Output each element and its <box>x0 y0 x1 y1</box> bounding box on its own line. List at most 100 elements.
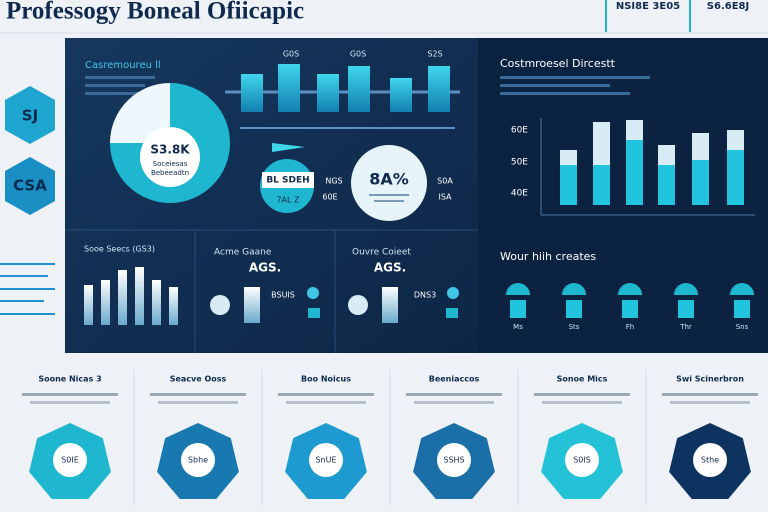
bar-segment <box>692 133 709 160</box>
side-lines <box>0 263 55 315</box>
text-lines <box>85 76 155 95</box>
text-line <box>406 393 502 396</box>
card-title: Sonoe Mics <box>557 375 608 384</box>
badge <box>5 86 55 144</box>
text-line <box>662 393 758 396</box>
pie-center <box>140 127 200 187</box>
icon <box>674 283 698 295</box>
bar-segment <box>560 150 577 165</box>
icon <box>730 283 754 295</box>
bar-segment <box>593 122 610 165</box>
bar <box>278 64 300 112</box>
bar-label: S2S <box>427 50 442 59</box>
text-line <box>670 401 750 404</box>
section-title: Wour hiih creates <box>500 250 596 263</box>
card-title: Soone Nicas 3 <box>38 375 101 384</box>
card-title: Boo Noicus <box>301 375 351 384</box>
bar <box>84 285 93 325</box>
text-line <box>542 401 622 404</box>
bar-segment <box>626 120 643 140</box>
text-line <box>158 401 238 404</box>
card-label: S0IE <box>61 456 79 465</box>
bar-segment <box>658 145 675 165</box>
chart-title: Costmroesel Dircestt <box>500 57 616 70</box>
pie-slice <box>110 83 170 143</box>
card-center <box>53 443 87 477</box>
icon <box>506 283 530 295</box>
cards: Soone Nicas 3 S0IE Seacve Ooss Sbhe Boo Noic… <box>22 370 758 505</box>
icon-label: Sts <box>569 323 580 331</box>
text-line <box>22 393 118 396</box>
icon-label: Fh <box>626 323 634 331</box>
bar-segment <box>727 150 744 205</box>
bar-label: G0S <box>350 50 366 59</box>
callout-bubble <box>351 145 427 221</box>
pie-text: Soceiesas <box>153 160 188 168</box>
text-line <box>286 401 366 404</box>
axis-label: 60E <box>511 126 528 136</box>
overview-title: Casremoureu ll <box>85 60 161 71</box>
panel-title: Sooe Seecs (GS3) <box>84 245 155 254</box>
tag <box>262 172 314 188</box>
bar <box>169 287 178 325</box>
card-center <box>181 443 215 477</box>
bar <box>390 78 412 112</box>
callout-text: ISA <box>438 193 452 202</box>
bubble-label: 7AL Z <box>276 196 300 205</box>
card-center <box>437 443 471 477</box>
card-label: Sthe <box>701 456 719 465</box>
panel-label: BSUIS <box>271 291 295 300</box>
text-line <box>30 401 110 404</box>
bar <box>317 74 339 112</box>
bar <box>135 267 144 325</box>
icon <box>622 300 638 318</box>
text-line <box>278 393 374 396</box>
axis-label: 50E <box>511 158 528 168</box>
panel-label: DNS3 <box>414 291 436 300</box>
tag-value: 60E <box>322 193 337 202</box>
bar-segment <box>727 130 744 150</box>
pie-text: Bebeeadtn <box>151 169 189 177</box>
stat: NSI8E 3E05 <box>616 1 680 12</box>
card-center <box>309 443 343 477</box>
text-line <box>414 401 494 404</box>
bar <box>241 74 263 112</box>
stat: S6.6E8J <box>707 1 749 12</box>
axis-label: 40E <box>511 189 528 199</box>
card-label: SnUE <box>315 456 336 465</box>
panel-value: AGS. <box>374 261 406 275</box>
bar-segment <box>593 165 610 205</box>
panel-icons <box>210 287 459 323</box>
bar <box>348 66 370 112</box>
text-line <box>150 393 246 396</box>
bar <box>118 270 127 325</box>
tag-label: BL SDEH <box>266 176 309 186</box>
bar-segment <box>626 140 643 205</box>
icon-label: Thr <box>679 323 692 331</box>
text-line <box>534 393 630 396</box>
badge-label: SJ <box>22 107 38 125</box>
icon <box>618 283 642 295</box>
badge <box>5 157 55 215</box>
card-label: SSHS <box>443 456 464 465</box>
icon <box>678 300 694 318</box>
pie-label: S3.8K <box>150 143 190 157</box>
icon-label: Ms <box>513 323 523 331</box>
bar-segment <box>692 160 709 205</box>
icon <box>562 283 586 295</box>
text-lines <box>500 76 650 95</box>
panel-value: AGS. <box>249 261 281 275</box>
bar-segment <box>560 165 577 205</box>
callout-value: 8A% <box>369 170 409 189</box>
panel-title: Ouvre Coieet <box>352 248 411 258</box>
text-lines <box>369 194 409 202</box>
card-title: Swi Scinerbron <box>676 375 744 384</box>
icon <box>566 300 582 318</box>
icon-label: Sns <box>736 323 749 331</box>
tag-value: NGS <box>325 177 342 186</box>
card-title: Seacve Ooss <box>170 375 227 384</box>
arrow <box>272 143 305 152</box>
card-label: S0IS <box>573 456 591 465</box>
bar-segment <box>658 165 675 205</box>
icon <box>510 300 526 318</box>
